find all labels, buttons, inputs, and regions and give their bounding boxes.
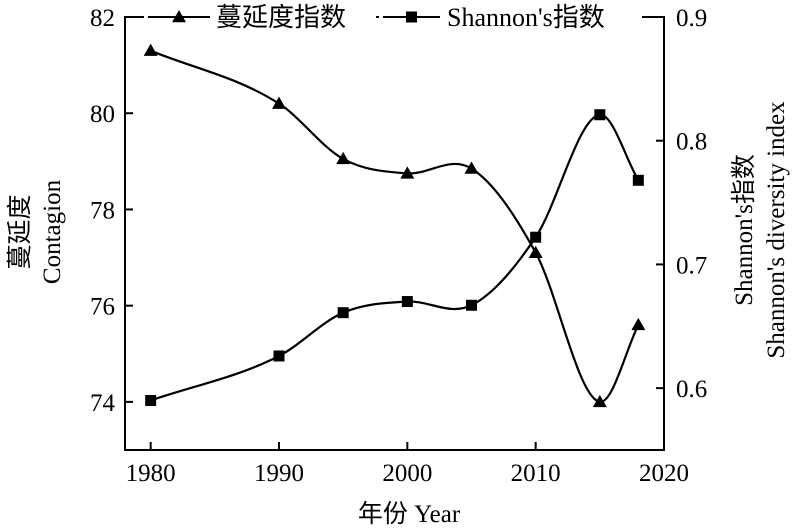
triangle-marker [592,394,607,408]
right-y-tick-label: 0.6 [676,376,707,403]
plot-border [124,16,665,451]
triangle-marker [336,151,351,165]
right-y-tick-label: 0.7 [676,252,707,279]
triangle-marker [464,161,479,174]
legend-square-marker [406,11,417,23]
plot-frame [124,16,665,451]
left-axis-title-en: Contagion [39,179,66,284]
right-y-tick-label: 0.9 [676,5,707,32]
left-y-tick-label: 78 [90,197,115,224]
square-marker [337,307,349,319]
square-marker [594,109,606,121]
left-y-tick-label: 80 [90,101,115,128]
square-marker [466,299,477,311]
triangle-marker [400,166,415,179]
right-axis-title-cn: Shannon's指数 [730,154,758,306]
series-line-1 [150,113,640,402]
x-tick-label: 2000 [382,460,432,487]
series-markers [143,43,646,408]
square-marker [530,231,542,243]
left-y-tick-label: 82 [90,5,115,32]
triangle-marker [528,245,543,258]
x-axis-title: 年份 Year [358,500,461,528]
series-line-0 [150,49,640,403]
square-marker [401,296,413,308]
left-axis-title-cn: 蔓延度 [6,194,34,269]
triangle-marker [272,96,286,109]
triangle-marker [143,43,158,56]
x-tick-label: 1990 [254,460,304,487]
left-y-tick-label: 76 [90,294,115,321]
legend-label: 蔓延度指数 [216,3,346,32]
legend-triangle-marker [172,10,186,23]
x-tick-label: 2010 [511,460,561,487]
x-tick-label: 2020 [639,460,689,487]
x-tick-label: 1980 [126,460,176,487]
axis-ticks: 1980 1990 2000 2010 2020 74 76 78 80 82 0.6 0.7 0.8 0… [90,5,707,487]
legend-label: Shannon's指数 [447,3,605,32]
square-marker [632,174,644,186]
right-axis-title-en: Shannon's diversity index [763,101,790,359]
left-y-tick-label: 74 [90,390,116,417]
series-lines [150,49,640,403]
legend: 蔓延度指数 Shannon's指数 [144,2,642,32]
square-marker [145,395,157,407]
square-marker [273,350,285,362]
right-y-tick-label: 0.8 [676,129,707,156]
triangle-marker [631,317,646,331]
